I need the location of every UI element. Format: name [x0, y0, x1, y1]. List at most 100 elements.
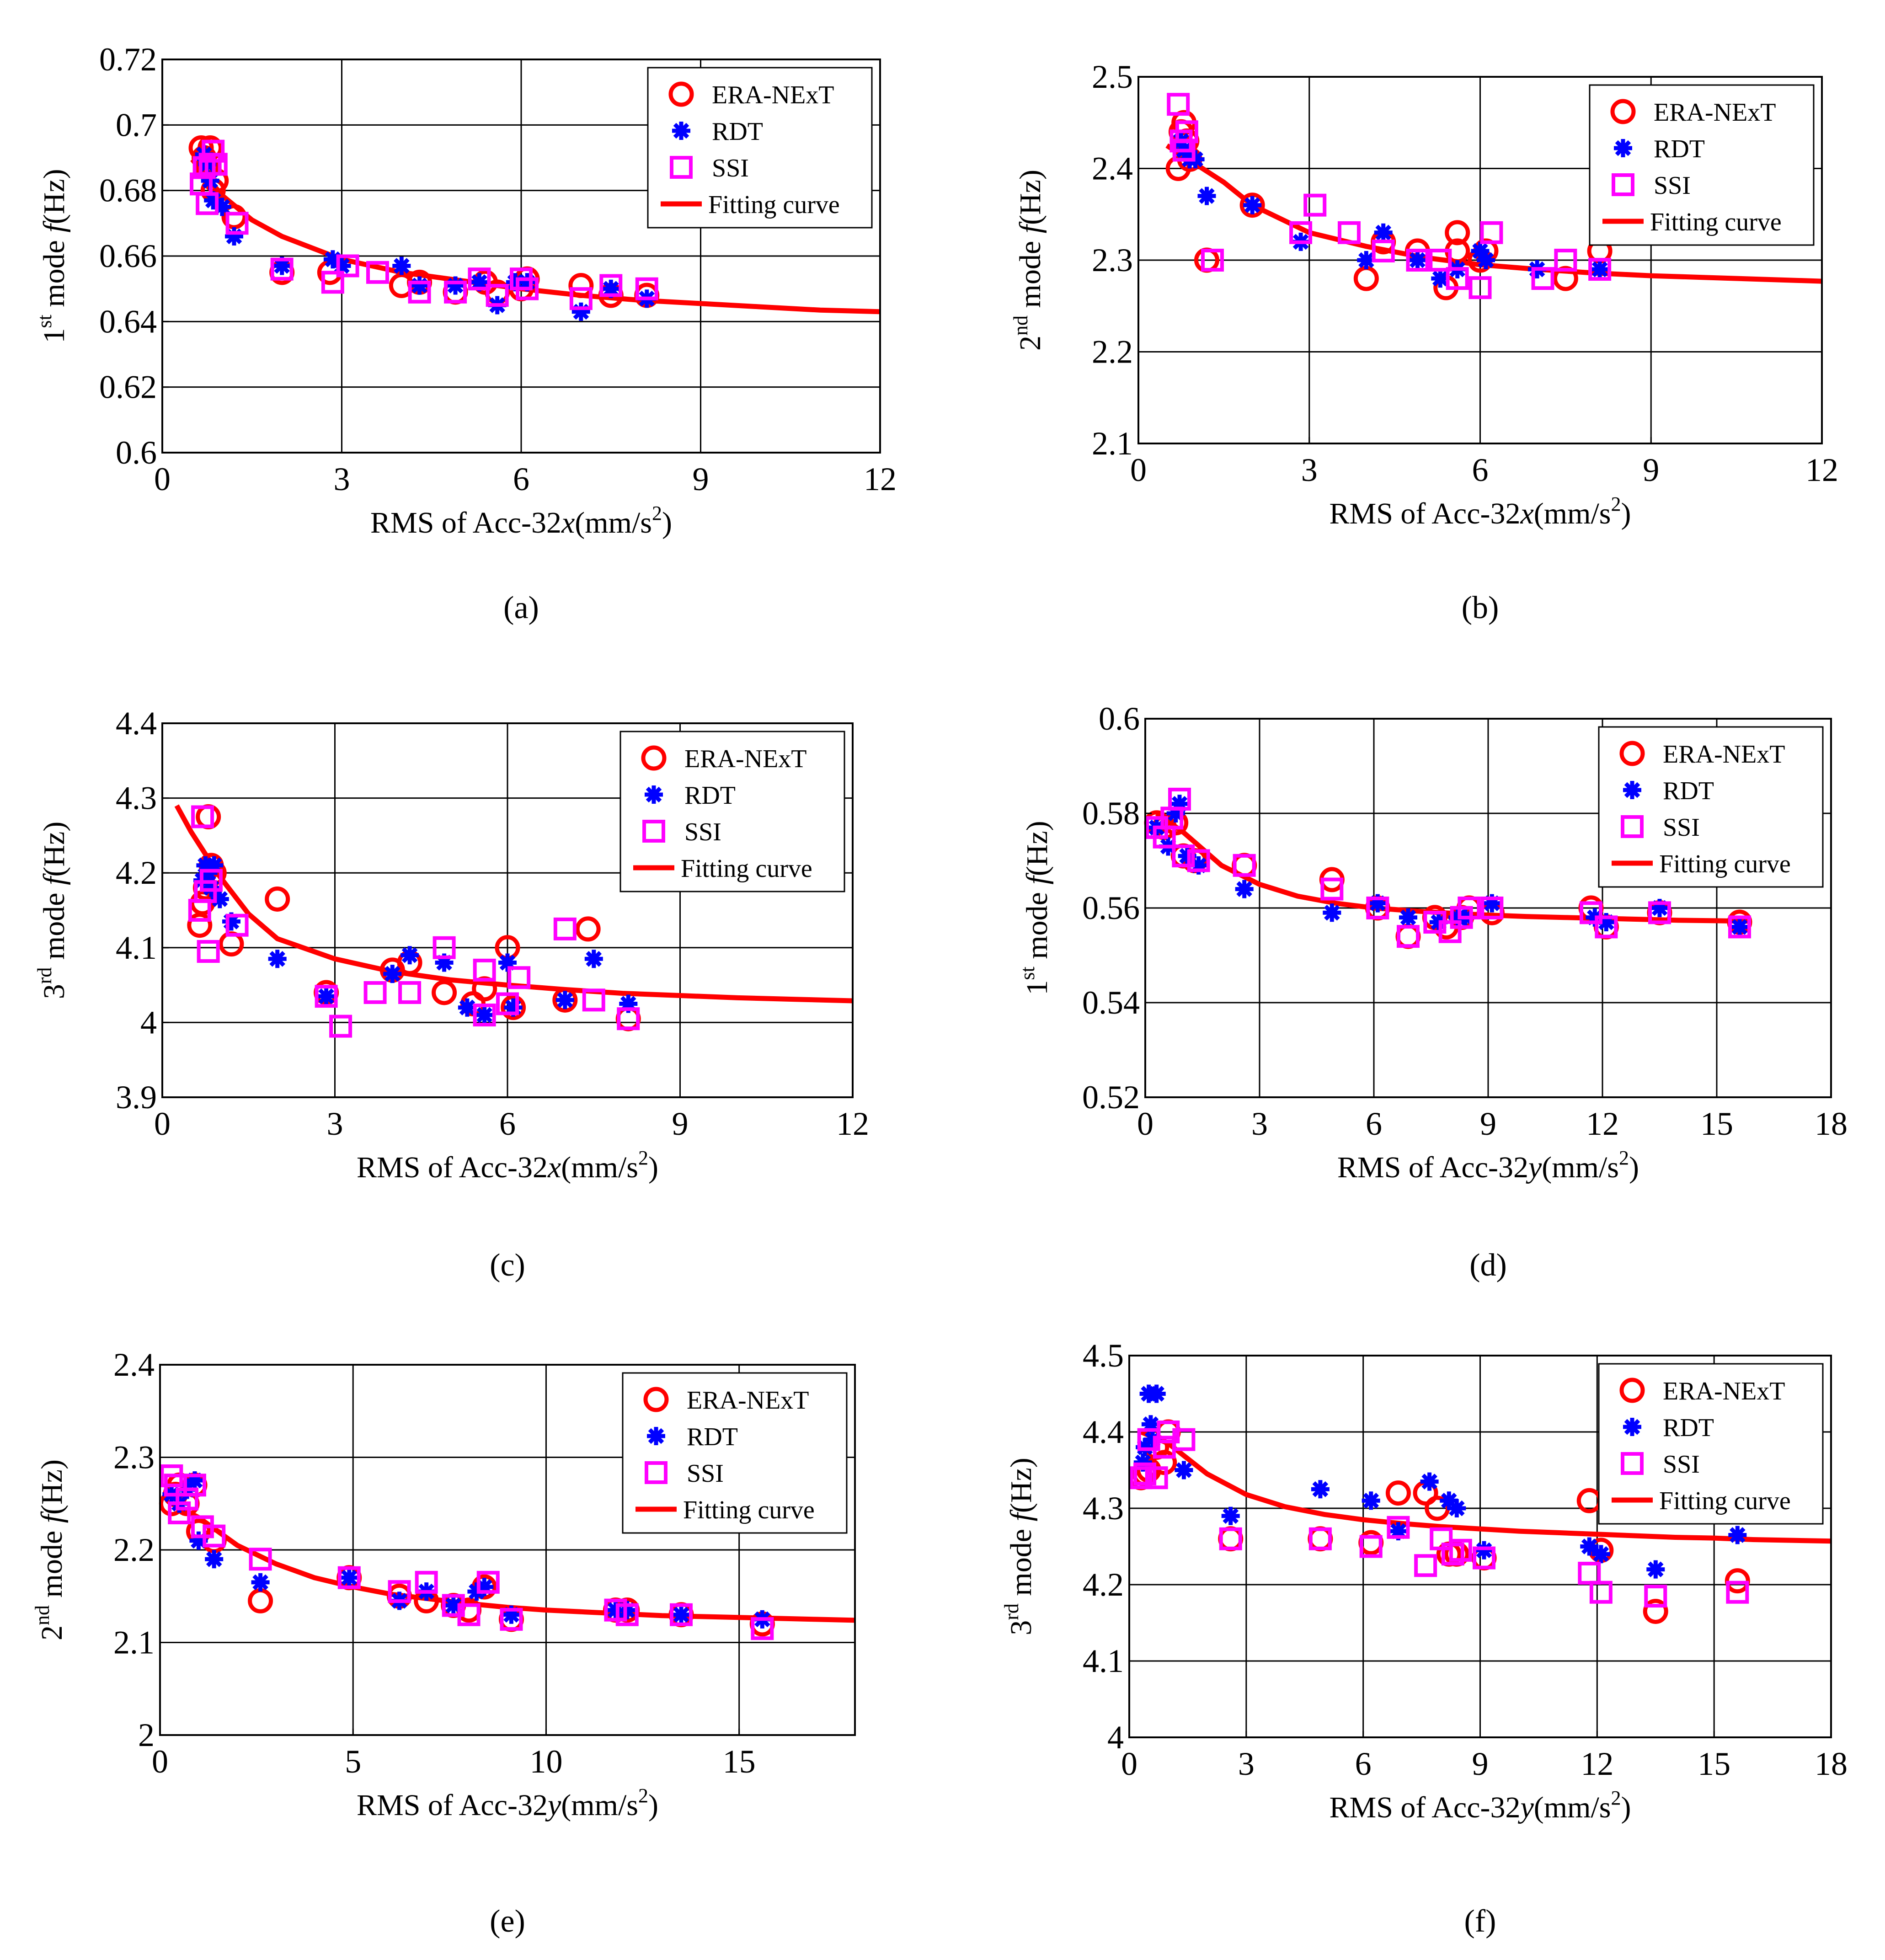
legend: ERA-NExT RDT SSI Fitting curve: [647, 67, 873, 229]
legend-ssi: SSI: [642, 818, 721, 846]
y-tick-label: 0.6: [1099, 700, 1140, 737]
star-core: [1316, 1485, 1324, 1493]
legend-label: Fitting curve: [683, 1496, 815, 1524]
legend-label: ERA-NExT: [1663, 740, 1785, 769]
rdt-point: [272, 256, 291, 275]
x-tick-label: 3: [1301, 452, 1318, 488]
ssi-point: [473, 958, 496, 982]
ssi-point: [203, 1524, 226, 1548]
legend-ssi: SSI: [1621, 1450, 1700, 1479]
ssi-point: [1337, 221, 1361, 244]
y-tick-label: 4.1: [1083, 1643, 1124, 1679]
star-core: [1414, 256, 1421, 264]
y-axis-label-unit: (Hz): [1020, 821, 1054, 876]
legend-rdt: RDT: [647, 1423, 738, 1451]
legend-ssi: SSI: [1621, 813, 1700, 842]
ssi-point: [1157, 1421, 1180, 1443]
star-core: [218, 203, 226, 211]
series-square: [188, 805, 640, 1038]
y-tick-label: 4: [1107, 1719, 1124, 1756]
ssi-point: [507, 966, 531, 989]
star-core: [227, 918, 235, 925]
y-tick-label: 2.5: [1092, 59, 1133, 95]
x-tick-label: 3: [1251, 1106, 1268, 1142]
star-core: [652, 1432, 660, 1440]
legend-ssi: SSI: [1612, 171, 1691, 200]
ssi-point: [1589, 1581, 1613, 1604]
rdt-point: [222, 912, 240, 931]
star-core: [1367, 1496, 1375, 1505]
ssi-point: [315, 985, 338, 1008]
ssi-point: [1133, 1462, 1157, 1485]
ssi-point: [366, 261, 389, 284]
star-core: [561, 996, 569, 1004]
y-axis-label-unit: (Hz): [1014, 170, 1047, 225]
x-axis-label-sup: 2: [638, 1147, 648, 1169]
ssi-point: [1397, 925, 1420, 948]
star-core: [607, 285, 615, 293]
ssi-point: [329, 1015, 352, 1038]
legend-marker: [647, 1427, 665, 1445]
ssi-point: [1366, 897, 1389, 919]
ssi-point: [388, 1580, 411, 1603]
x-tick-label: 9: [672, 1106, 689, 1142]
y-axis-label-unit: (Hz): [37, 169, 71, 224]
x-tick-label: 0: [1130, 452, 1147, 488]
x-axis-label-sup: 2: [1611, 493, 1621, 515]
rdt-point: [340, 1568, 358, 1587]
series-star: [1133, 1384, 1747, 1579]
rdt-point: [1323, 903, 1341, 922]
legend-marker: [643, 1387, 669, 1412]
star-core: [195, 1537, 203, 1545]
rdt-point: [392, 256, 411, 275]
rdt-point: [1591, 260, 1609, 278]
x-tick-label: 12: [836, 1106, 869, 1142]
rdt-point: [504, 998, 523, 1017]
star-core: [1379, 229, 1388, 237]
star-core: [1488, 899, 1496, 908]
legend-label: Fitting curve: [708, 191, 840, 219]
rdt-point: [435, 953, 454, 972]
y-tick-label: 2.4: [113, 1346, 155, 1383]
y-tick-label: 3.9: [116, 1079, 157, 1116]
x-axis-label-sup: 2: [638, 1784, 648, 1807]
y-tick-label: 0.64: [99, 303, 157, 340]
y-axis-label: 1st mode f(Hz): [33, 169, 71, 343]
star-core: [1240, 885, 1249, 893]
x-tick-label: 15: [723, 1743, 756, 1780]
panel-caption: (e): [490, 1904, 525, 1939]
legend-label: RDT: [1663, 1414, 1714, 1442]
y-tick-label: 4.2: [116, 854, 157, 891]
series-square: [1129, 1421, 1749, 1608]
legend-label: SSI: [1663, 813, 1700, 842]
rdt-point: [1147, 1384, 1166, 1403]
rdt-point: [1374, 223, 1393, 242]
ssi-point: [1458, 897, 1481, 919]
x-axis-label-unit: (mm/s: [561, 1789, 638, 1822]
x-tick-label: 0: [152, 1743, 168, 1780]
x-tick-label: 9: [1643, 452, 1659, 488]
legend-marker: [645, 1461, 667, 1484]
star-core: [191, 1476, 199, 1485]
y-tick-label: 0.56: [1082, 890, 1140, 926]
x-tick-label: 6: [1366, 1106, 1382, 1142]
legend-marker: [672, 122, 690, 140]
y-tick-label: 4.5: [1083, 1337, 1124, 1374]
rdt-point: [571, 302, 590, 321]
x-axis-label-var: x: [561, 506, 575, 539]
star-core: [1585, 1543, 1593, 1550]
rdt-point: [1580, 1537, 1599, 1556]
y-axis-label-mode: mode: [37, 885, 71, 967]
x-axis-label-sup: 2: [1611, 1787, 1621, 1809]
ssi-point: [1726, 1581, 1749, 1604]
ssi-point: [1145, 1466, 1168, 1490]
x-axis-label-text: RMS of Acc-32: [357, 1151, 548, 1184]
star-core: [256, 1578, 264, 1586]
y-tick-label: 0.7: [116, 107, 157, 143]
rdt-point: [1420, 1472, 1439, 1491]
x-tick-label: 9: [1472, 1746, 1489, 1782]
ssi-point: [1531, 267, 1554, 290]
star-core: [590, 955, 598, 963]
